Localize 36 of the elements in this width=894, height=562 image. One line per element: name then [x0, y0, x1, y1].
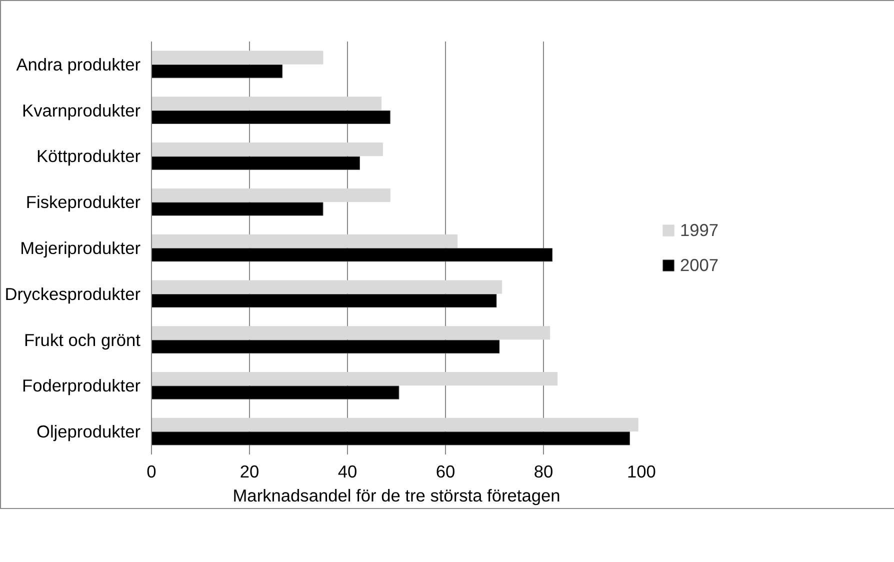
bar	[152, 110, 390, 124]
bar	[152, 142, 384, 156]
legend-label: 1997	[680, 220, 719, 240]
x-axis-title: Marknadsandel för de tre största företagen	[232, 486, 560, 506]
bar	[152, 234, 458, 248]
bar	[152, 340, 500, 354]
x-tick-label: 80	[534, 462, 554, 482]
bar	[152, 386, 400, 400]
x-tick-label: 0	[146, 462, 156, 482]
bar	[152, 64, 283, 78]
y-tick-label: Foderprodukter	[22, 376, 141, 396]
y-tick-label: Frukt och grönt	[24, 330, 141, 350]
bar	[152, 156, 360, 170]
legend-label: 2007	[680, 254, 719, 276]
y-tick-label: Dryckesprodukter	[4, 284, 141, 304]
x-tick-label: 20	[240, 462, 260, 482]
y-tick-label: Kvarnprodukter	[22, 100, 141, 120]
bar	[152, 372, 558, 386]
y-tick-label: Fiskeprodukter	[26, 192, 141, 212]
bar	[152, 96, 382, 110]
y-tick-label: Andra produkter	[16, 54, 141, 74]
x-tick-label: 100	[627, 462, 656, 482]
y-tick-label: Mejeriprodukter	[20, 238, 141, 258]
y-tick-label: Oljeprodukter	[36, 422, 141, 442]
bar	[152, 50, 324, 64]
bar	[152, 188, 390, 202]
y-tick-label: Köttprodukter	[36, 146, 141, 166]
bar	[152, 418, 638, 432]
bar	[152, 202, 324, 216]
bar	[152, 294, 497, 308]
bar	[152, 248, 553, 262]
bar	[152, 280, 502, 294]
x-tick-label: 40	[338, 462, 358, 482]
bar	[152, 432, 630, 446]
bar	[152, 326, 550, 340]
x-tick-label: 60	[436, 462, 456, 482]
